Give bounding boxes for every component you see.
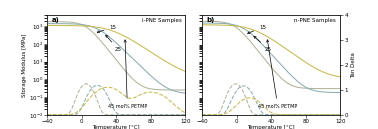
Text: i-PNE Samples: i-PNE Samples: [141, 18, 181, 23]
Text: 45 mol% PETMP: 45 mol% PETMP: [258, 40, 297, 109]
X-axis label: Temperature [°C]: Temperature [°C]: [93, 125, 140, 129]
Text: 15: 15: [97, 25, 116, 33]
Text: 15: 15: [248, 25, 266, 34]
Text: n-PNE Samples: n-PNE Samples: [294, 18, 336, 23]
Y-axis label: Storage Modulus [MPa]: Storage Modulus [MPa]: [22, 33, 27, 97]
Text: 25: 25: [254, 36, 272, 52]
Text: 45 mol% PETMP: 45 mol% PETMP: [108, 40, 147, 109]
Text: a): a): [51, 17, 59, 23]
Text: 25: 25: [106, 35, 122, 52]
Y-axis label: Tan Delta: Tan Delta: [351, 52, 356, 78]
X-axis label: Temperature [°C]: Temperature [°C]: [247, 125, 295, 129]
Text: b): b): [206, 17, 214, 23]
